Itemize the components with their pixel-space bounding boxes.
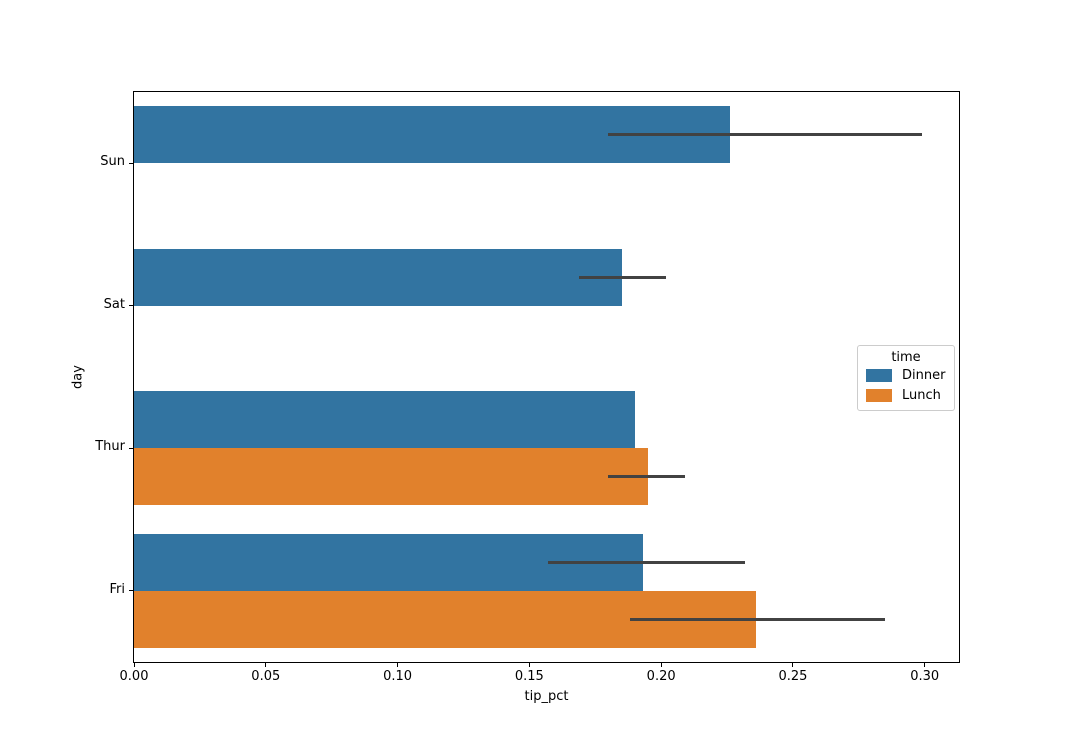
x-tick-0.30 [924, 663, 926, 667]
y-tick-sun [129, 162, 133, 164]
x-tick-label-0.25: 0.25 [778, 669, 808, 684]
legend: time Dinner Lunch [857, 345, 955, 411]
y-tick-label-fri: Fri [109, 581, 126, 597]
x-tick-label-0.20: 0.20 [646, 669, 676, 684]
legend-label-dinner: Dinner [902, 367, 946, 383]
x-tick-0.05 [265, 663, 267, 667]
error-bar-thur-lunch [608, 475, 685, 479]
legend-entry-lunch: Lunch [858, 385, 954, 405]
error-bar-sun-dinner [608, 133, 923, 137]
x-tick-label-0.10: 0.10 [383, 669, 413, 684]
x-tick-label-0.05: 0.05 [251, 669, 281, 684]
legend-entry-dinner: Dinner [858, 365, 954, 385]
x-tick-0.15 [528, 663, 530, 667]
x-tick-0.25 [792, 663, 794, 667]
y-tick-fri [129, 590, 133, 592]
y-tick-label-sun: Sun [100, 154, 125, 170]
y-tick-sat [129, 305, 133, 307]
y-tick-label-thur: Thur [95, 439, 125, 455]
plot-area [133, 91, 960, 663]
x-tick-0.20 [660, 663, 662, 667]
x-tick-label-0.30: 0.30 [910, 669, 940, 684]
x-axis-label: tip_pct [524, 689, 569, 704]
bar-thur-dinner [134, 391, 635, 449]
legend-label-lunch: Lunch [902, 387, 941, 403]
legend-title: time [891, 350, 921, 365]
bar-thur-lunch [134, 448, 648, 506]
y-tick-label-sat: Sat [103, 296, 125, 312]
error-bar-fri-lunch [629, 617, 886, 621]
x-tick-0.00 [133, 663, 135, 667]
legend-swatch-lunch [866, 388, 892, 402]
x-tick-0.10 [397, 663, 399, 667]
error-bar-sat-dinner [579, 275, 667, 279]
error-bar-fri-dinner [547, 560, 746, 564]
legend-swatch-dinner [866, 368, 892, 382]
bar-sat-dinner [134, 248, 622, 306]
y-tick-thur [129, 447, 133, 449]
x-tick-label-0.00: 0.00 [119, 669, 149, 684]
x-tick-label-0.15: 0.15 [514, 669, 544, 684]
y-axis-label: day [70, 365, 86, 389]
